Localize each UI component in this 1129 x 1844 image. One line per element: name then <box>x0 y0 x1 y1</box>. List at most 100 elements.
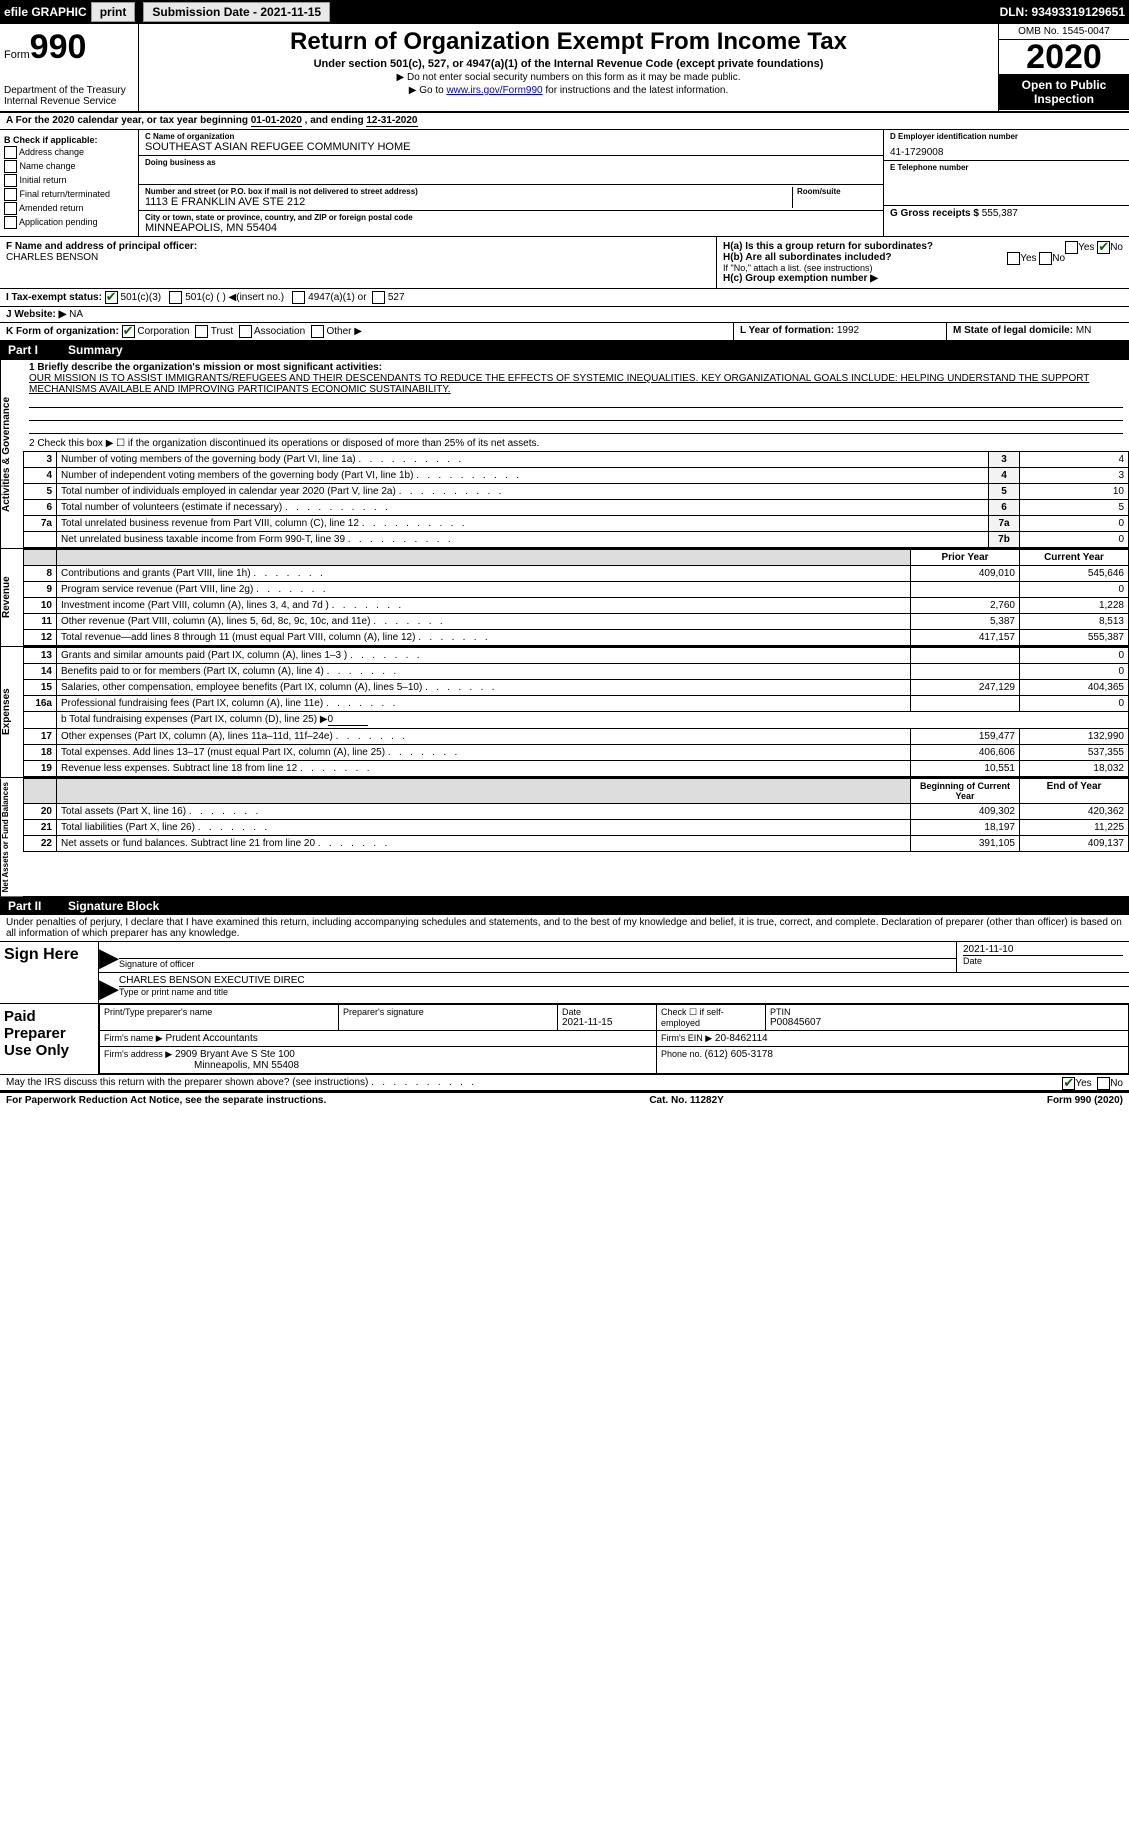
discuss-row: May the IRS discuss this return with the… <box>0 1075 1129 1092</box>
cb-501c3[interactable] <box>105 291 118 304</box>
cb-527[interactable] <box>372 291 385 304</box>
submission-date-button[interactable]: Submission Date - 2021-11-15 <box>143 2 330 22</box>
net-assets-table: Beginning of Current YearEnd of Year 20T… <box>23 778 1129 852</box>
table-row: 21Total liabilities (Part X, line 26)18,… <box>24 820 1129 836</box>
h-a: H(a) Is this a group return for subordin… <box>723 241 1123 252</box>
open-to-public: Open to Public Inspection <box>999 74 1129 110</box>
table-row: 13Grants and similar amounts paid (Part … <box>24 648 1129 664</box>
table-row: 9Program service revenue (Part VIII, lin… <box>24 582 1129 598</box>
net-assets-section: Net Assets or Fund Balances Beginning of… <box>0 777 1129 897</box>
dln-label: DLN: 93493319129651 <box>1000 5 1125 19</box>
table-row: 14Benefits paid to or for members (Part … <box>24 664 1129 680</box>
org-city: MINNEAPOLIS, MN 55404 <box>145 222 877 234</box>
part1-header: Part ISummary <box>0 341 1129 359</box>
table-row: 16aProfessional fundraising fees (Part I… <box>24 696 1129 712</box>
table-row: Net unrelated business taxable income fr… <box>24 532 1129 548</box>
table-row: 22Net assets or fund balances. Subtract … <box>24 836 1129 852</box>
revenue-table: Prior YearCurrent Year 8Contributions an… <box>23 549 1129 646</box>
col-b-checkboxes: B Check if applicable: Address change Na… <box>0 130 139 236</box>
cb-application-pending[interactable]: Application pending <box>4 216 134 229</box>
cb-initial-return[interactable]: Initial return <box>4 174 134 187</box>
cb-association[interactable] <box>239 325 252 338</box>
ptin: P00845607 <box>770 1017 1124 1028</box>
col-c-org-info: C Name of organization SOUTHEAST ASIAN R… <box>139 130 883 236</box>
print-button[interactable]: print <box>91 2 136 22</box>
table-row: 4Number of independent voting members of… <box>24 468 1129 484</box>
page-footer: For Paperwork Reduction Act Notice, see … <box>0 1092 1129 1108</box>
goto-note: ▶ Go to www.irs.gov/Form990 for instruct… <box>143 85 994 96</box>
sign-date: 2021-11-10 <box>963 944 1123 955</box>
cb-name-change[interactable]: Name change <box>4 160 134 173</box>
dept-label: Department of the Treasury <box>4 85 134 96</box>
h-b: H(b) Are all subordinates included? Yes … <box>723 252 1123 263</box>
table-row: 12Total revenue—add lines 8 through 11 (… <box>24 630 1129 646</box>
table-row: 15Salaries, other compensation, employee… <box>24 680 1129 696</box>
part2-header: Part IISignature Block <box>0 897 1129 915</box>
row-i-tax-status: I Tax-exempt status: 501(c)(3) 501(c) ( … <box>0 289 1129 307</box>
expenses-table: 13Grants and similar amounts paid (Part … <box>23 647 1129 777</box>
cb-amended-return[interactable]: Amended return <box>4 202 134 215</box>
firm-ein: 20-8462114 <box>715 1033 768 1044</box>
table-row: 19Revenue less expenses. Subtract line 1… <box>24 761 1129 777</box>
cb-trust[interactable] <box>195 325 208 338</box>
firm-address: 2909 Bryant Ave S Ste 100 <box>175 1049 295 1060</box>
officer-name: CHARLES BENSON EXECUTIVE DIREC <box>119 975 1129 986</box>
irs-link[interactable]: www.irs.gov/Form990 <box>446 85 542 96</box>
preparer-table: Print/Type preparer's name Preparer's si… <box>99 1004 1129 1074</box>
cb-other[interactable] <box>311 325 324 338</box>
side-activities: Activities & Governance <box>0 360 23 548</box>
governance-table: 3Number of voting members of the governi… <box>23 451 1129 548</box>
cb-address-change[interactable]: Address change <box>4 146 134 159</box>
side-expenses: Expenses <box>0 647 23 777</box>
col-d-ein: D Employer identification number 41-1729… <box>883 130 1129 236</box>
fundraising-total: 0 <box>328 714 368 726</box>
year-formation: 1992 <box>837 325 859 336</box>
row-j-website: J Website: ▶ NA <box>0 307 1129 323</box>
irs-label: Internal Revenue Service <box>4 96 134 107</box>
firm-name: Prudent Accountants <box>165 1033 257 1044</box>
form-number: Form990 <box>4 28 134 67</box>
sign-here-block: Sign Here ▶ Signature of officer 2021-11… <box>0 942 1129 1004</box>
state-domicile: MN <box>1076 325 1092 336</box>
cb-discuss-no[interactable] <box>1097 1077 1110 1090</box>
mission-text: OUR MISSION IS TO ASSIST IMMIGRANTS/REFU… <box>29 373 1123 395</box>
row-k-l: K Form of organization: Corporation Trus… <box>0 323 1129 341</box>
table-row: 3Number of voting members of the governi… <box>24 452 1129 468</box>
activities-governance-section: Activities & Governance 1 Briefly descri… <box>0 359 1129 548</box>
table-row: 18Total expenses. Add lines 13–17 (must … <box>24 745 1129 761</box>
expenses-section: Expenses 13Grants and similar amounts pa… <box>0 646 1129 777</box>
org-name: SOUTHEAST ASIAN REFUGEE COMMUNITY HOME <box>145 141 877 153</box>
table-row: 8Contributions and grants (Part VIII, li… <box>24 566 1129 582</box>
section-f-h: F Name and address of principal officer:… <box>0 237 1129 289</box>
gross-receipts: 555,387 <box>982 208 1018 219</box>
table-row: 6Total number of volunteers (estimate if… <box>24 500 1129 516</box>
table-row: 7aTotal unrelated business revenue from … <box>24 516 1129 532</box>
perjury-declaration: Under penalties of perjury, I declare th… <box>0 915 1129 942</box>
cb-4947[interactable] <box>292 291 305 304</box>
form-subtitle: Under section 501(c), 527, or 4947(a)(1)… <box>143 58 994 70</box>
revenue-section: Revenue Prior YearCurrent Year 8Contribu… <box>0 548 1129 646</box>
table-row: 17Other expenses (Part IX, column (A), l… <box>24 729 1129 745</box>
paid-preparer-block: Paid Preparer Use Only Print/Type prepar… <box>0 1004 1129 1075</box>
efile-label: efile GRAPHIC <box>4 5 87 19</box>
ssn-note: ▶ Do not enter social security numbers o… <box>143 72 994 83</box>
form-title: Return of Organization Exempt From Incom… <box>143 28 994 56</box>
website-value: NA <box>69 309 83 320</box>
row-a-period: A For the 2020 calendar year, or tax yea… <box>0 113 1129 130</box>
cb-501c[interactable] <box>169 291 182 304</box>
section-bcd: B Check if applicable: Address change Na… <box>0 130 1129 237</box>
side-net-assets: Net Assets or Fund Balances <box>0 778 23 896</box>
cb-final-return[interactable]: Final return/terminated <box>4 188 134 201</box>
org-address: 1113 E FRANKLIN AVE STE 212 <box>145 196 792 208</box>
cb-corporation[interactable] <box>122 325 135 338</box>
ein-value: 41-1729008 <box>890 147 1123 158</box>
table-row: 10Investment income (Part VIII, column (… <box>24 598 1129 614</box>
firm-phone: (612) 605-3178 <box>705 1049 773 1060</box>
form-header: Form990 Department of the Treasury Inter… <box>0 24 1129 113</box>
table-row: 20Total assets (Part X, line 16)409,3024… <box>24 804 1129 820</box>
table-row: 5Total number of individuals employed in… <box>24 484 1129 500</box>
cb-discuss-yes[interactable] <box>1062 1077 1075 1090</box>
paid-preparer-label: Paid Preparer Use Only <box>0 1004 99 1074</box>
topbar: efile GRAPHIC print Submission Date - 20… <box>0 0 1129 24</box>
tax-year: 2020 <box>999 40 1129 74</box>
